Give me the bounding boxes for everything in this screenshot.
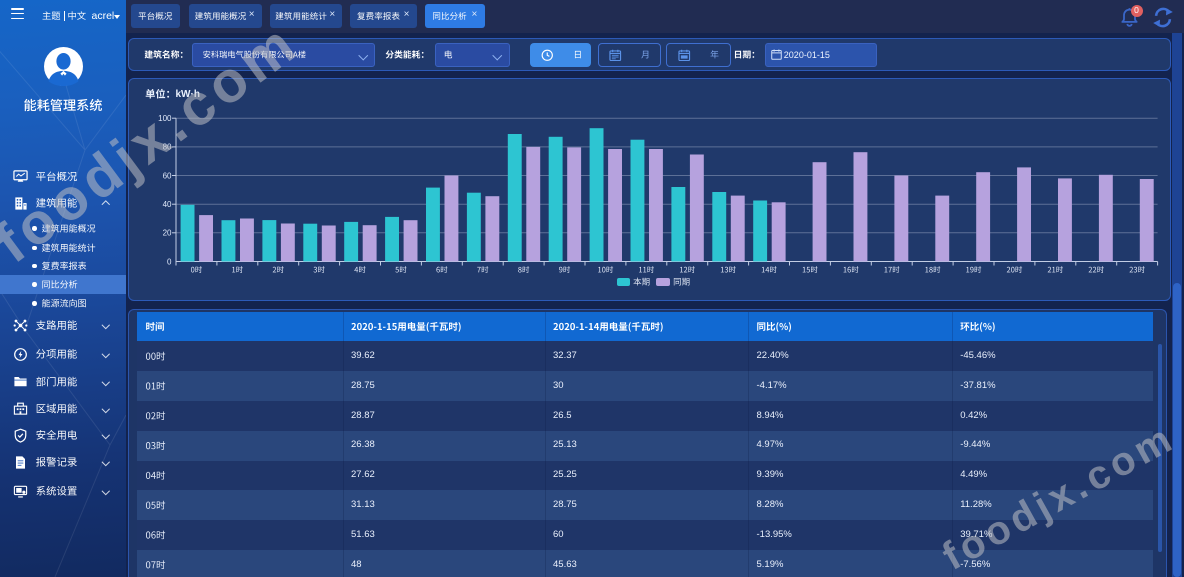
- svg-text:100: 100: [158, 114, 172, 123]
- svg-text:20: 20: [163, 229, 172, 238]
- svg-text:60: 60: [163, 171, 172, 180]
- svg-text:0: 0: [167, 257, 172, 266]
- svg-text:40: 40: [163, 200, 172, 209]
- svg-text:80: 80: [163, 143, 172, 152]
